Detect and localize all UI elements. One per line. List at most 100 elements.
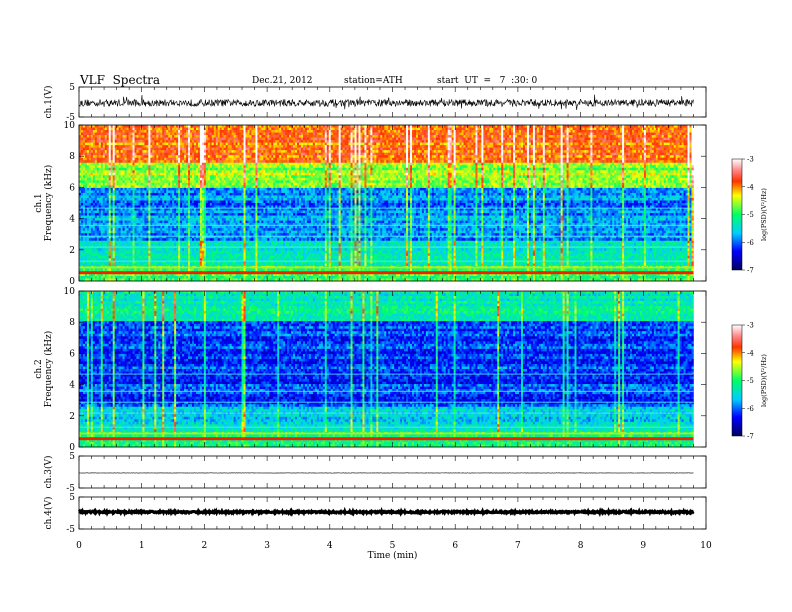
spectrogram-cell [577,138,579,141]
spectrogram-cell [228,148,230,151]
spectrogram-cell [115,148,117,151]
spectrogram-cell [511,133,513,136]
spectrogram-cell [670,135,672,138]
spectrogram-cell [150,133,152,136]
spectrogram-cell [168,125,170,128]
spectrogram-cell [557,158,559,161]
spectrogram-cell [440,143,442,146]
spectrogram-cell [335,125,337,128]
spectrogram-cell [186,163,188,166]
spectrogram-cell [150,143,152,146]
spectrogram-cell [297,143,299,146]
spectrogram-cell [438,145,440,148]
spectrogram-cell [273,125,275,128]
y-tick-label: 5 [69,83,75,93]
spectrogram-cell [305,128,307,131]
spectrogram-cell [521,148,523,151]
spectrogram-cell [285,158,287,161]
spectrogram-cell [315,145,317,148]
spectrogram-cell [135,145,137,148]
spectrogram-cell [242,140,244,143]
spectrogram-cell [557,125,559,128]
spectrogram-cell [648,133,650,136]
spectrogram-cell [624,130,626,133]
spectrogram-cell [523,158,525,161]
spectrogram-cell [358,125,360,128]
spectrogram-cell [91,148,93,151]
spectrogram-cell [99,143,101,146]
spectrogram-cell [384,125,386,128]
spectrogram-cell [259,158,261,161]
spectrogram-cell [688,133,690,136]
spectrogram-cell [672,130,674,133]
spectrogram-cell [123,158,125,161]
spectrogram-cell [285,163,287,166]
spectrogram-cell [386,155,388,158]
spectrogram-cell [374,155,376,158]
spectrogram-cell [305,125,307,128]
spectrogram-cell [382,125,384,128]
spectrogram-cell [670,138,672,141]
spectrogram-cell [220,150,222,153]
spectrogram-cell [442,143,444,146]
spectrogram-cell [131,163,133,166]
spectrogram-cell [652,145,654,148]
spectrogram-cell [499,133,501,136]
spectrogram-cell [309,160,311,163]
spectrogram-cell [313,145,315,148]
spectrogram-cell [691,148,693,151]
spectrogram-cell [686,130,688,133]
spectrogram-cell [513,163,515,166]
spectrogram-cell [194,150,196,153]
spectrogram-cell [91,125,93,128]
spectrogram-cell [684,140,686,143]
spectrogram-cell [392,135,394,138]
spectrogram-cell [115,158,117,161]
spectrogram-cell [632,158,634,161]
spectrogram-cell [133,130,135,133]
spectrogram-cell [263,133,265,136]
spectrogram-cell [210,133,212,136]
spectrogram-cell [156,160,158,163]
spectrogram-cell [555,128,557,131]
spectrogram-cell [537,135,539,138]
spectrogram-cell [337,138,339,141]
spectrogram-cell [394,153,396,156]
spectrogram-cell [688,143,690,146]
spectrogram-cell [684,135,686,138]
spectrogram-cell [109,125,111,128]
spectrogram-cell [368,145,370,148]
spectrogram-cell [620,153,622,156]
spectrogram-cell [466,163,468,166]
spectrogram-cell [612,148,614,151]
spectrogram-cell [362,163,364,166]
spectrogram-cell [547,153,549,156]
spectrogram-cell [434,163,436,166]
spectrogram-cell [202,133,204,136]
spectrogram-cell [234,125,236,128]
spectrogram-cell [226,153,228,156]
spectrogram-cell [588,150,590,153]
spectrogram-cell [364,130,366,133]
spectrogram-cell [133,155,135,158]
spectrogram-cell [555,125,557,128]
spectrogram-cell [275,130,277,133]
spectrogram-cell [436,135,438,138]
spectrogram-cell [394,148,396,151]
spectrogram-cell [676,135,678,138]
spectrogram-cell [178,138,180,141]
spectrogram-cell [101,150,103,153]
spectrogram-cell [273,138,275,141]
spectrogram-cell [85,155,87,158]
spectrogram-cell [244,155,246,158]
spectrogram-cell [458,160,460,163]
spectrogram-cell [196,145,198,148]
spectrogram-cell [109,135,111,138]
spectrogram-cell [287,145,289,148]
spectrogram-cell [271,145,273,148]
spectrogram-cell [428,145,430,148]
spectrogram-cell [125,140,127,143]
spectrogram-cell [376,130,378,133]
spectrogram-cell [582,153,584,156]
spectrogram-cell [85,145,87,148]
